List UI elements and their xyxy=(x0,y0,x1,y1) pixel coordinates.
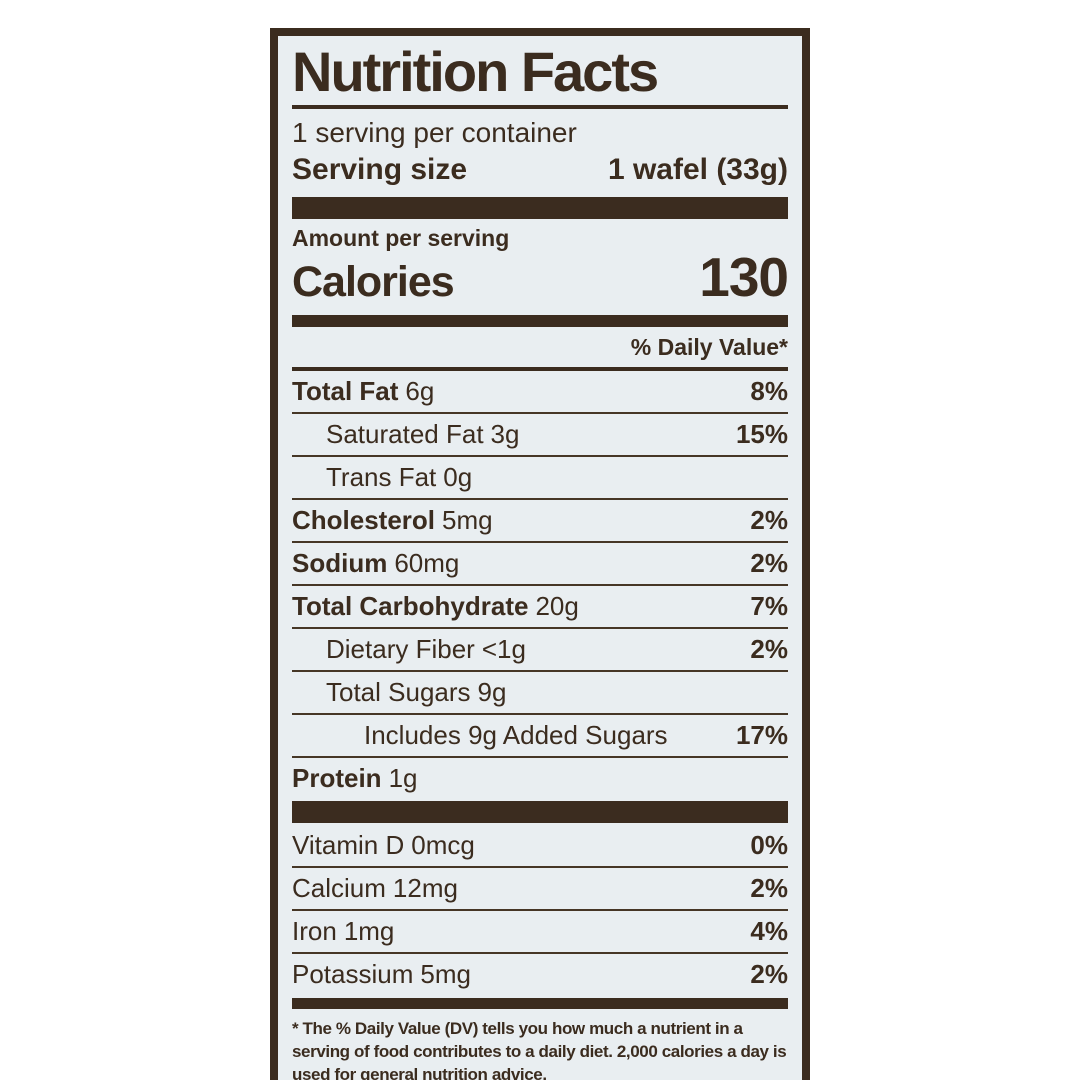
nutrient-name: Includes 9g Added Sugars xyxy=(364,720,668,750)
nutrient-amount: <1g xyxy=(481,634,526,664)
nutrient-row-total-fat: Total Fat 6g 8% xyxy=(292,371,788,412)
nutrient-amount: 9g xyxy=(477,677,507,707)
nutrient-name: Total Carbohydrate xyxy=(292,591,529,621)
vitamin-name: Calcium xyxy=(292,873,386,903)
nutrient-row-protein: Protein 1g xyxy=(292,756,788,799)
nutrient-name: Sodium xyxy=(292,548,388,578)
nutrient-dv: 7% xyxy=(750,591,788,621)
title-divider xyxy=(292,105,788,109)
nutrient-row-cholesterol: Cholesterol 5mg 2% xyxy=(292,498,788,541)
vitamin-dv: 2% xyxy=(750,959,788,989)
vitamin-row-iron: Iron 1mg 4% xyxy=(292,909,788,952)
vitamin-name: Potassium xyxy=(292,959,414,989)
section-bar-middle xyxy=(292,801,788,823)
nutrient-rows: Total Fat 6g 8% Saturated Fat 3g 15% Trans… xyxy=(292,371,788,799)
nutrient-name: Protein xyxy=(292,763,382,793)
nutrient-name: Cholesterol xyxy=(292,505,436,535)
nutrient-amount: 20g xyxy=(535,591,579,621)
nutrient-name: Trans Fat xyxy=(326,462,437,492)
serving-size-value: 1 wafel (33g) xyxy=(607,153,788,186)
nutrient-name: Total Fat xyxy=(292,376,399,406)
nutrient-dv: 8% xyxy=(750,376,788,406)
nutrient-row-total-carbohydrate: Total Carbohydrate 20g 7% xyxy=(292,584,788,627)
vitamin-amount: 5mg xyxy=(420,959,471,989)
calories-divider-bar xyxy=(292,315,788,327)
vitamin-amount: 0mcg xyxy=(411,830,475,860)
vitamin-row-calcium: Calcium 12mg 2% xyxy=(292,866,788,909)
nutrient-row-saturated-fat: Saturated Fat 3g 15% xyxy=(292,412,788,455)
vitamin-amount: 12mg xyxy=(392,873,458,903)
daily-value-divider xyxy=(292,367,788,371)
vitamin-name: Iron xyxy=(292,916,337,946)
nutrient-dv: 2% xyxy=(750,634,788,664)
amount-per-serving: Amount per serving xyxy=(292,225,510,251)
nutrient-amount: 0g xyxy=(443,462,473,492)
nutrient-name: Dietary Fiber xyxy=(326,634,475,664)
footnote-divider-bar xyxy=(292,998,788,1009)
nutrient-amount: 6g xyxy=(405,376,435,406)
label-title: Nutrition Facts xyxy=(292,40,659,103)
nutrient-amount: 3g xyxy=(490,419,520,449)
vitamin-row-potassium: Potassium 5mg 2% xyxy=(292,952,788,995)
servings-per-container: 1 serving per container xyxy=(292,117,577,148)
nutrient-row-trans-fat: Trans Fat 0g xyxy=(292,455,788,498)
calories-value: 130 xyxy=(699,246,789,308)
vitamin-rows: Vitamin D 0mcg 0% Calcium 12mg 2% Iron 1mg … xyxy=(292,825,788,995)
nutrient-amount: 1g xyxy=(388,763,418,793)
vitamin-dv: 2% xyxy=(750,873,788,903)
nutrient-name: Saturated Fat xyxy=(326,419,484,449)
vitamin-name: Vitamin D xyxy=(292,830,405,860)
vitamin-row-vitamin-d: Vitamin D 0mcg 0% xyxy=(292,825,788,866)
calories-row: Calories 130 xyxy=(292,246,789,308)
nutrient-amount: 5mg xyxy=(442,505,493,535)
vitamin-dv: 4% xyxy=(750,916,788,946)
nutrient-row-dietary-fiber: Dietary Fiber <1g 2% xyxy=(292,627,788,670)
nutrient-dv: 17% xyxy=(735,720,788,750)
nutrient-row-added-sugars: Includes 9g Added Sugars 17% xyxy=(292,713,788,756)
daily-value-footnote: * The % Daily Value (DV) tells you how m… xyxy=(292,1019,787,1080)
vitamin-dv: 0% xyxy=(750,830,788,860)
nutrient-dv: 2% xyxy=(750,505,788,535)
daily-value-header: % Daily Value* xyxy=(630,334,788,360)
nutrient-row-total-sugars: Total Sugars 9g xyxy=(292,670,788,713)
nutrient-dv: 15% xyxy=(735,419,788,449)
vitamin-amount: 1mg xyxy=(343,916,395,946)
nutrient-row-sodium: Sodium 60mg 2% xyxy=(292,541,788,584)
nutrient-name: Total Sugars xyxy=(326,677,471,707)
nutrient-dv: 2% xyxy=(750,548,788,578)
nutrient-amount: 60mg xyxy=(394,548,460,578)
calories-label: Calories xyxy=(292,258,455,306)
serving-size-label: Serving size xyxy=(292,153,468,186)
section-bar-top xyxy=(292,197,788,219)
serving-size-row: Serving size 1 wafel (33g) xyxy=(292,151,788,188)
nutrition-facts-label: Nutrition Facts 1 serving per container … xyxy=(270,28,810,1080)
